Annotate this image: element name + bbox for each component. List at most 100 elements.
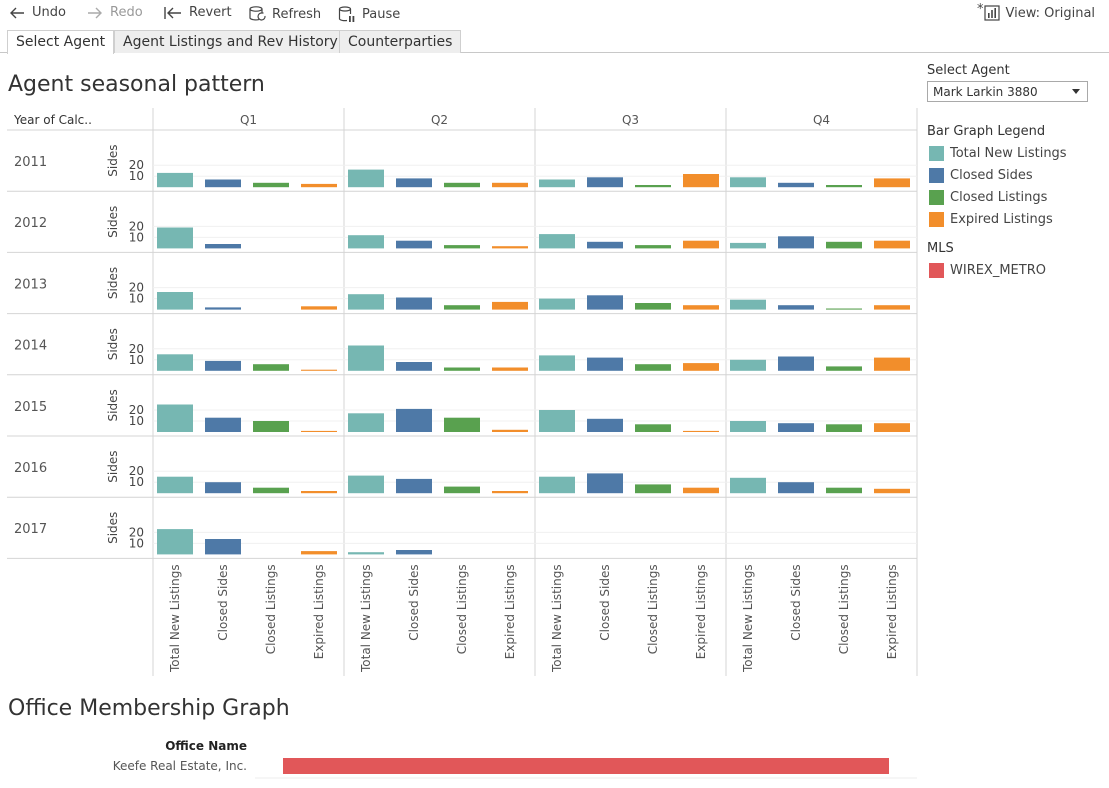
- x-category-label: Expired Listings: [503, 564, 517, 659]
- refresh-button[interactable]: Refresh: [248, 5, 321, 23]
- bar-2015-q4-2: [826, 424, 862, 432]
- bar-2015-q2-1: [396, 408, 432, 432]
- bar-2015-q4-0: [730, 421, 766, 432]
- bar-2015-q1-1: [205, 417, 241, 432]
- office-name-label: Keefe Real Estate, Inc.: [113, 759, 247, 773]
- page-title: Agent seasonal pattern: [8, 72, 265, 97]
- toolbar: Undo Redo Revert Refresh Pause: [0, 0, 1109, 28]
- bar-2016-q1-2: [253, 487, 289, 494]
- y-tick-label: 10: [129, 292, 144, 306]
- bar-2011-q2-3: [492, 182, 528, 188]
- legend-title: Bar Graph Legend: [927, 124, 1046, 139]
- tab-bar: Select Agent Agent Listings and Rev Hist…: [0, 28, 1109, 54]
- pause-icon: [338, 6, 355, 22]
- redo-button[interactable]: Redo: [86, 5, 143, 20]
- bar-2013-q2-0: [348, 294, 384, 310]
- bar-2016-q3-3: [683, 487, 719, 494]
- bar-2016-q1-1: [205, 482, 241, 494]
- bar-2016-q2-2: [444, 486, 480, 494]
- x-category-label: Total New Listings: [550, 564, 564, 673]
- select-agent-label: Select Agent: [927, 63, 1010, 78]
- column-header-q1: Q1: [240, 113, 257, 127]
- legend-item-wirex-metro[interactable]: WIREX_METRO: [929, 263, 1046, 278]
- legend-item-total-new-listings[interactable]: Total New Listings: [929, 146, 1067, 161]
- bar-2014-q3-2: [635, 364, 671, 371]
- tab-counterparties[interactable]: Counterparties: [339, 30, 462, 53]
- bar-2011-q3-2: [635, 185, 671, 188]
- bar-2013-q4-1: [778, 305, 814, 310]
- row-year-label: 2011: [14, 155, 47, 170]
- legend-item-expired-listings[interactable]: Expired Listings: [929, 212, 1053, 227]
- bar-2014-q3-0: [539, 355, 575, 371]
- bar-2013-q4-2: [826, 308, 862, 310]
- undo-button[interactable]: Undo: [8, 5, 66, 20]
- select-agent-dropdown[interactable]: Mark Larkin 3880: [927, 81, 1088, 102]
- bar-2011-q2-1: [396, 178, 432, 188]
- legend-swatch-orange: [929, 212, 944, 227]
- pause-label: Pause: [362, 6, 401, 22]
- pause-button[interactable]: Pause: [338, 5, 400, 23]
- legend-swatch-green: [929, 190, 944, 205]
- tab-select-agent[interactable]: Select Agent: [7, 30, 115, 54]
- bar-2012-q3-1: [587, 241, 623, 249]
- bar-2011-q4-1: [778, 182, 814, 188]
- bar-2012-q2-3: [492, 246, 528, 249]
- bar-2015-q4-1: [778, 423, 814, 432]
- y-tick-label: 10: [129, 230, 144, 244]
- bar-2013-q1-1: [205, 307, 241, 310]
- x-category-label: Closed Listings: [455, 564, 469, 654]
- x-category-label: Total New Listings: [741, 564, 755, 673]
- bar-2015-q1-3: [301, 430, 337, 432]
- x-category-label: Total New Listings: [168, 564, 182, 673]
- tab-agent-listings-rev-history[interactable]: Agent Listings and Rev History: [114, 30, 347, 53]
- undo-label: Undo: [32, 5, 66, 20]
- office-membership-chart: Office Name Keefe Real Estate, Inc.: [113, 739, 917, 779]
- view-original-button[interactable]: * View: Original: [977, 1, 1095, 21]
- column-header-q3: Q3: [622, 113, 639, 127]
- legend-swatch-red: [929, 263, 944, 278]
- bar-2013-q2-2: [444, 305, 480, 310]
- y-tick-label: 10: [129, 169, 144, 183]
- bar-2014-q1-3: [301, 369, 337, 371]
- bar-2012-q3-3: [683, 240, 719, 249]
- bar-2016-q3-0: [539, 476, 575, 494]
- bar-2013-q1-3: [301, 306, 337, 310]
- bar-2012-q4-3: [874, 240, 910, 249]
- bar-2015-q2-2: [444, 417, 480, 432]
- row-year-label: 2016: [14, 461, 47, 476]
- bar-2014-q3-1: [587, 357, 623, 371]
- view-modified-marker: *: [977, 1, 984, 17]
- column-header-q2: Q2: [431, 113, 448, 127]
- x-category-label: Expired Listings: [312, 564, 326, 659]
- revert-button[interactable]: Revert: [163, 5, 232, 20]
- bar-2012-q2-2: [444, 245, 480, 249]
- row-year-label: 2012: [14, 216, 47, 231]
- legend-item-closed-listings[interactable]: Closed Listings: [929, 190, 1047, 205]
- row-year-label: 2013: [14, 277, 47, 292]
- bar-2014-q4-0: [730, 359, 766, 371]
- legend-item-closed-sides[interactable]: Closed Sides: [929, 168, 1033, 183]
- y-tick-label: 20: [129, 342, 144, 356]
- x-category-label: Closed Sides: [216, 564, 230, 640]
- bar-2012-q4-1: [778, 236, 814, 249]
- y-axis-title: Sides: [106, 267, 120, 299]
- y-axis-title: Sides: [106, 144, 120, 176]
- revert-icon: [164, 6, 181, 19]
- column-header-q4: Q4: [813, 113, 830, 127]
- y-tick-label: 10: [129, 536, 144, 550]
- bar-2017-q2-1: [396, 550, 432, 555]
- bar-2011-q4-2: [826, 185, 862, 188]
- legend-label: Closed Listings: [950, 190, 1048, 205]
- bar-2012-q2-1: [396, 240, 432, 249]
- bar-2011-q2-2: [444, 182, 480, 188]
- bar-2016-q2-1: [396, 478, 432, 494]
- bar-2014-q2-1: [396, 362, 432, 371]
- bar-2015-q3-3: [683, 430, 719, 432]
- legend-swatch-teal: [929, 146, 944, 161]
- row-year-label: 2014: [14, 339, 47, 354]
- redo-label: Redo: [110, 5, 143, 20]
- y-axis-title: Sides: [106, 512, 120, 544]
- legend-label: Expired Listings: [950, 212, 1053, 227]
- bar-2016-q1-3: [301, 491, 337, 494]
- bar-2014-q1-2: [253, 364, 289, 371]
